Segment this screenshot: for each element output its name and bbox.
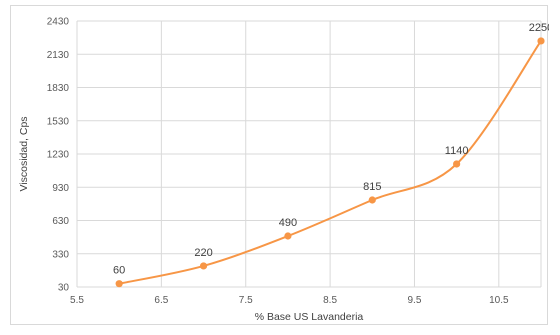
chart-frame: 5.5 6.5 7.5 8.5 9.5 10.5 30 330 630 930 1230 1530 1… [10, 5, 549, 325]
y-tick-label: 30 [58, 283, 70, 294]
x-tick-label: 10.5 [489, 295, 509, 306]
data-point [199, 262, 208, 270]
data-label: 220 [194, 247, 212, 259]
data-point [368, 196, 376, 204]
y-tick-labels: 30 330 630 930 1230 1530 1830 2130 2430 [47, 17, 70, 294]
series-line-group [118, 40, 542, 285]
data-point [284, 232, 292, 240]
data-label: 60 [113, 265, 125, 277]
x-tick-label: 8.5 [323, 295, 337, 306]
y-tick-label: 1830 [47, 83, 70, 94]
x-tick-label: 6.5 [154, 295, 168, 306]
data-point [453, 160, 461, 168]
y-tick-label: 630 [52, 216, 69, 227]
y-axis-title: Viscosidad, Cps [18, 116, 30, 191]
x-tick-labels: 5.5 6.5 7.5 8.5 9.5 10.5 [70, 295, 509, 306]
y-tick-label: 2430 [47, 17, 70, 28]
data-label: 490 [279, 217, 297, 229]
y-tick-label: 1230 [47, 150, 70, 161]
grid [76, 20, 542, 288]
y-tick-label: 1530 [47, 116, 70, 127]
data-point [537, 37, 545, 45]
data-labels: 60 220 490 815 1140 2250 [113, 22, 549, 277]
x-tick-label: 9.5 [408, 295, 422, 306]
data-label: 1140 [445, 145, 469, 157]
x-axis-title: % Base US Lavanderia [255, 311, 364, 323]
x-tick-label: 7.5 [239, 295, 253, 306]
data-point [115, 280, 123, 288]
x-tick-label: 5.5 [70, 295, 84, 306]
data-label: 2250 [529, 22, 549, 34]
data-label: 815 [363, 181, 381, 193]
y-tick-label: 930 [52, 183, 69, 194]
y-tick-label: 2130 [47, 50, 70, 61]
line-chart: 5.5 6.5 7.5 8.5 9.5 10.5 30 330 630 930 1230 1530 1… [18, 17, 549, 324]
series-line [118, 40, 542, 285]
data-points [115, 37, 545, 288]
y-tick-label: 330 [52, 249, 69, 260]
